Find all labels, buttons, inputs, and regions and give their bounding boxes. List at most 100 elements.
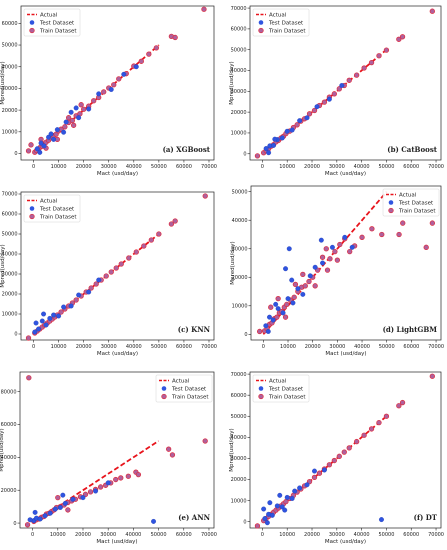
- test-point: [275, 306, 281, 312]
- train-point: [135, 471, 142, 478]
- test-point: [263, 146, 269, 152]
- train-point: [172, 34, 178, 41]
- x-tick-label: 20000: [305, 344, 321, 350]
- test-point: [96, 277, 102, 283]
- test-point: [262, 516, 268, 521]
- legend-entry-label: Test Dataset: [268, 387, 304, 393]
- plot-frame: [250, 185, 442, 341]
- legend-test-swatch: [388, 200, 394, 205]
- train-point: [312, 283, 318, 289]
- x-axis-label: Mact (usd/day): [325, 539, 366, 545]
- train-point: [429, 220, 436, 226]
- train-point: [306, 111, 313, 117]
- test-point: [61, 129, 67, 135]
- legend-train-swatch: [29, 213, 35, 220]
- x-tick-label: 30000: [101, 164, 117, 170]
- y-tick-label: 0: [244, 332, 247, 338]
- train-point: [24, 522, 31, 528]
- y-tick-label: 0: [243, 151, 246, 157]
- train-point: [302, 283, 308, 289]
- y-tick-label: 50000: [2, 232, 18, 238]
- x-tick-label: 60000: [176, 344, 192, 350]
- x-tick-label: 50000: [378, 164, 394, 170]
- legend-entry-label: Train Dataset: [171, 395, 209, 401]
- test-point: [76, 115, 82, 121]
- train-point: [396, 231, 402, 238]
- test-point: [282, 507, 288, 513]
- train-point: [116, 76, 122, 82]
- y-tick-label: 30000: [231, 89, 247, 95]
- y-tick-label: 50000: [232, 189, 248, 195]
- x-tick-label: 40000: [354, 164, 370, 170]
- test-point: [321, 467, 327, 473]
- train-point: [256, 328, 263, 335]
- x-tick-label: 70000: [428, 344, 444, 350]
- test-point: [86, 289, 92, 295]
- x-tick-label: 40000: [126, 344, 142, 350]
- x-tick-label: 20000: [76, 344, 92, 350]
- x-tick-label: 70000: [201, 344, 217, 350]
- test-point: [286, 246, 292, 252]
- legend-entry-label: Test Dataset: [171, 387, 207, 393]
- train-point: [73, 297, 79, 303]
- x-tick-label: 30000: [329, 344, 345, 350]
- y-tick-label: 60000: [1, 422, 17, 428]
- x-tick-label: 0: [32, 344, 35, 350]
- x-tick-label: 30000: [329, 164, 345, 170]
- test-point: [320, 260, 326, 266]
- train-point: [383, 413, 390, 419]
- y-tick-label: 40000: [232, 218, 248, 224]
- y-tick-label: 70000: [231, 6, 247, 12]
- x-tick-label: 40000: [354, 344, 370, 350]
- y-tick-label: 0: [14, 151, 17, 157]
- train-point: [275, 295, 281, 302]
- legend-entry-label: Train Dataset: [268, 395, 306, 401]
- train-point: [268, 304, 274, 310]
- train-point: [383, 47, 390, 53]
- legend-train-swatch: [388, 207, 394, 214]
- y-tick-label: 60000: [2, 212, 18, 218]
- train-point: [169, 452, 176, 458]
- x-tick-label: 0: [261, 532, 264, 538]
- chart-panel-e: 0 10000 20000 30000 40000 50000 60000 70000 0 200…: [0, 371, 217, 545]
- y-axis-label: Mpred(usd/day): [0, 428, 5, 471]
- x-tick-label: 60000: [176, 532, 192, 538]
- train-point: [201, 6, 207, 12]
- test-point: [349, 244, 355, 250]
- test-point: [108, 87, 114, 92]
- train-point: [202, 438, 208, 444]
- test-point: [312, 264, 318, 270]
- test-point: [284, 128, 290, 134]
- test-point: [285, 296, 291, 302]
- legend-entry-label: Train Dataset: [268, 29, 306, 35]
- test-point: [307, 273, 313, 279]
- test-point: [54, 127, 60, 133]
- legend-box: [155, 374, 213, 403]
- train-point: [294, 122, 300, 128]
- legend-entry-label: Test Dataset: [39, 207, 75, 213]
- train-point: [172, 218, 178, 224]
- legend-entry-label: Test Dataset: [268, 21, 304, 27]
- test-point: [270, 317, 276, 323]
- train-point: [108, 269, 114, 275]
- x-tick-label: 70000: [201, 164, 217, 170]
- y-tick-label: 50000: [2, 43, 18, 49]
- test-point: [277, 492, 283, 498]
- test-point: [76, 292, 82, 298]
- train-point: [368, 59, 375, 66]
- legend-train-swatch: [258, 27, 264, 34]
- test-point: [304, 115, 310, 121]
- x-tick-label: 70000: [428, 164, 444, 170]
- train-point: [70, 122, 77, 128]
- test-point: [32, 329, 38, 335]
- test-point: [34, 146, 40, 152]
- test-point: [121, 71, 127, 77]
- train-point: [336, 453, 342, 459]
- train-point: [113, 476, 119, 483]
- x-tick-label: 0: [262, 344, 265, 350]
- train-point: [78, 102, 84, 108]
- train-point: [331, 91, 337, 97]
- test-point: [41, 143, 47, 149]
- y-tick-label: 20000: [231, 477, 247, 483]
- test-point: [86, 106, 92, 112]
